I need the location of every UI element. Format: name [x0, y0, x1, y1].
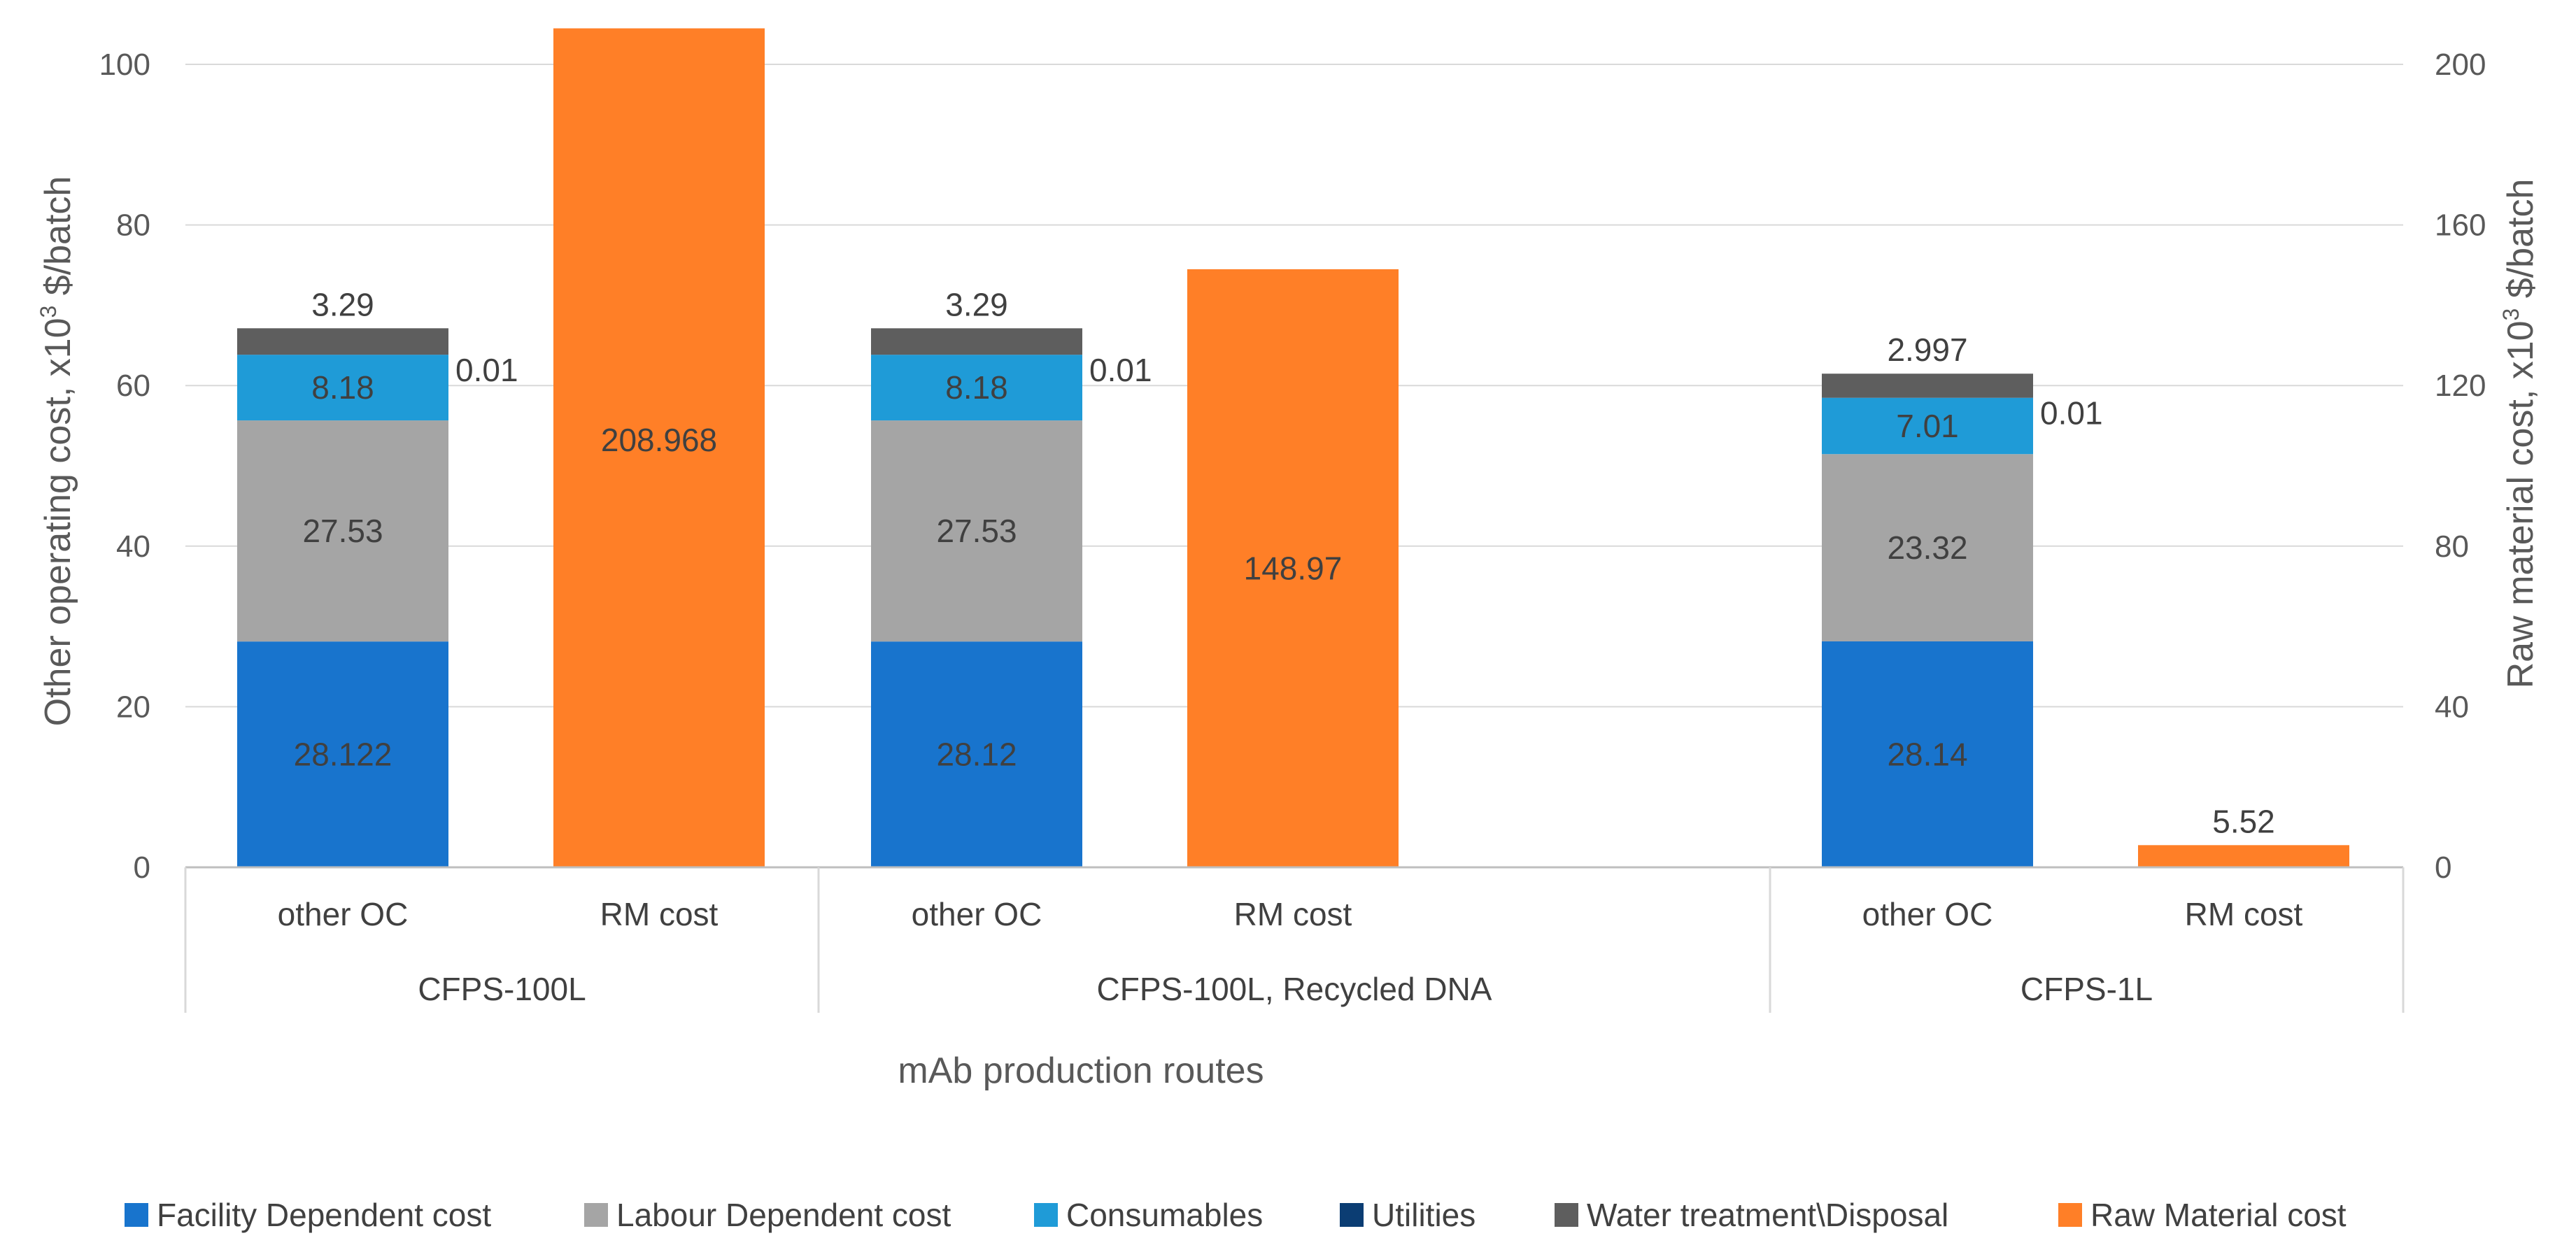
bar-segment: [871, 355, 1082, 421]
subcategory-label: RM cost: [600, 896, 719, 932]
data-label: 8.18: [311, 369, 374, 406]
y-tick-label: 80: [116, 208, 150, 243]
bar-segment: [1822, 641, 2033, 867]
x-axis-title: mAb production routes: [898, 1051, 1264, 1091]
bar-raw-material: [553, 28, 765, 867]
data-label: 28.14: [1887, 736, 1967, 772]
y2-tick-label: 160: [2435, 208, 2486, 243]
data-label: 3.29: [945, 286, 1008, 322]
data-label: 0.01: [455, 352, 518, 388]
y-axis-title: Other operating cost, x103 $/batch: [36, 176, 78, 727]
data-label: 28.12: [936, 737, 1017, 773]
y2-axis-title-text: Raw material cost, x10: [2500, 320, 2541, 688]
legend-swatch: [2058, 1203, 2082, 1227]
category-labels: other OC RM cost CFPS-100L other OC RM cost C…: [278, 896, 2303, 1007]
data-label: 208.968: [601, 422, 717, 458]
y2-tick-label: 120: [2435, 369, 2486, 403]
bar-segment: [1822, 374, 2033, 398]
data-label: 5.52: [2212, 803, 2275, 839]
y-axis-title-unit: $/batch: [38, 176, 78, 306]
subcategory-label: RM cost: [2185, 896, 2303, 932]
subcategory-label: other OC: [912, 896, 1042, 932]
axes: 0 20 40 60 80 100 0 40 80 120 160 200: [99, 48, 2486, 1013]
bar-segment: [1822, 397, 2033, 455]
y-tick-label: 100: [99, 48, 150, 82]
bar-segment: [237, 355, 448, 421]
y-tick-label: 0: [134, 851, 150, 885]
y2-tick-label: 40: [2435, 690, 2469, 724]
bar-segment: [237, 641, 448, 867]
group-label: CFPS-100L, Recycled DNA: [1097, 971, 1492, 1007]
data-label: 7.01: [1896, 408, 1959, 444]
legend-label: Utilities: [1372, 1197, 1475, 1233]
y-axis-title-superscript: 3: [36, 306, 61, 318]
bar-raw-material: [1187, 269, 1399, 867]
subcategory-label: RM cost: [1234, 896, 1352, 932]
legend-swatch: [1034, 1203, 1058, 1227]
bars: [237, 28, 2349, 867]
data-label: 148.97: [1244, 550, 1343, 586]
data-label: 28.122: [294, 737, 392, 773]
y-tick-label: 40: [116, 529, 150, 564]
group-label: CFPS-100L: [418, 971, 586, 1007]
y-tick-label: 20: [116, 690, 150, 724]
y2-axis-title-unit: $/batch: [2500, 179, 2541, 308]
data-labels: 28.122 27.53 8.18 0.01 3.29 208.968 28.12 27.53…: [294, 286, 2275, 839]
legend-label: Water treatment\Disposal: [1587, 1197, 1948, 1233]
subcategory-label: other OC: [1862, 896, 1993, 932]
data-label: 3.29: [311, 286, 374, 322]
data-label: 0.01: [2040, 395, 2103, 432]
subcategory-label: other OC: [278, 896, 409, 932]
bar-raw-material: [2138, 845, 2349, 867]
bar-segment: [871, 420, 1082, 642]
data-label: 23.32: [1887, 529, 1967, 566]
y2-tick-label: 80: [2435, 529, 2469, 564]
data-label: 27.53: [302, 513, 383, 549]
y2-axis-title: Raw material cost, x103 $/batch: [2498, 179, 2541, 689]
bar-segment: [871, 328, 1082, 355]
legend-swatch: [1555, 1203, 1578, 1227]
y2-tick-label: 200: [2435, 48, 2486, 82]
legend-swatch: [125, 1203, 148, 1227]
data-label: 8.18: [945, 369, 1008, 406]
bar-segment: [871, 641, 1082, 867]
bar-segment: [237, 420, 448, 642]
group-label: CFPS-1L: [2021, 971, 2153, 1007]
legend-swatch: [1340, 1203, 1364, 1227]
legend-label: Facility Dependent cost: [157, 1197, 491, 1233]
legend: Facility Dependent cost Labour Dependent …: [125, 1197, 2347, 1233]
y-axis-title-text: Other operating cost, x10: [38, 318, 78, 726]
legend-label: Consumables: [1066, 1197, 1263, 1233]
y2-axis-title-superscript: 3: [2498, 308, 2524, 321]
data-label: 0.01: [1089, 352, 1152, 388]
legend-label: Raw Material cost: [2090, 1197, 2347, 1233]
legend-label: Labour Dependent cost: [616, 1197, 951, 1233]
legend-swatch: [584, 1203, 608, 1227]
data-label: 27.53: [936, 513, 1017, 549]
bar-segment: [237, 328, 448, 355]
y2-tick-label: 0: [2435, 851, 2451, 885]
bar-segment: [1822, 454, 2033, 641]
data-label: 2.997: [1887, 332, 1967, 368]
y-tick-label: 60: [116, 369, 150, 403]
